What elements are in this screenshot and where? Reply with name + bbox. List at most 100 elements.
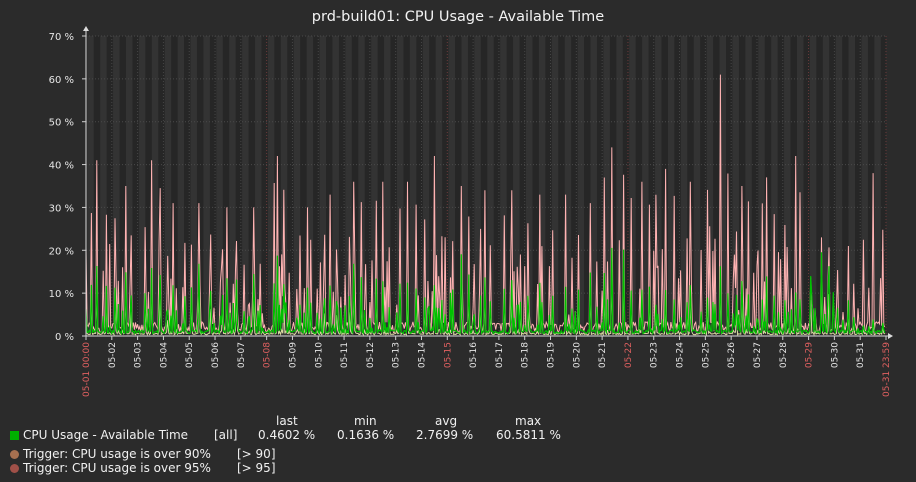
series-max-polyline bbox=[85, 74, 886, 335]
day-band bbox=[332, 36, 339, 336]
day-band bbox=[113, 36, 120, 336]
legend-item-avg: 2.7699 % bbox=[416, 428, 474, 442]
y-tick-label: 20 % bbox=[49, 246, 74, 257]
day-band bbox=[203, 36, 210, 336]
x-tick-label: 05-06 bbox=[211, 342, 221, 368]
day-band bbox=[267, 36, 275, 336]
day-band bbox=[616, 36, 623, 336]
day-band bbox=[564, 36, 572, 336]
day-band bbox=[409, 36, 417, 336]
day-band bbox=[874, 36, 881, 336]
trigger-threshold: [> 90] bbox=[237, 447, 276, 461]
legend-item-min: 0.1636 % bbox=[337, 428, 395, 442]
x-tick-label: 05-01 00:00 bbox=[82, 342, 92, 397]
legend-item-last: 0.4602 % bbox=[258, 428, 316, 442]
day-band bbox=[758, 36, 765, 336]
x-tick-label: 05-30 bbox=[830, 342, 840, 368]
legend-trigger-90: Trigger: CPU usage is over 90% [> 90] bbox=[10, 447, 610, 463]
legend-item-label: CPU Usage - Available Time bbox=[23, 428, 189, 442]
y-tick-label: 60 % bbox=[49, 75, 74, 86]
day-band bbox=[642, 36, 649, 336]
trigger-dot-icon bbox=[10, 450, 19, 459]
day-band bbox=[771, 36, 778, 336]
x-tick-label: 05-05 bbox=[185, 342, 195, 368]
legend-header-avg: avg bbox=[435, 414, 458, 428]
chart-title: prd-build01: CPU Usage - Available Time bbox=[311, 9, 605, 25]
x-tick-label: 05-17 bbox=[495, 342, 505, 368]
x-tick-label: 05-25 bbox=[701, 342, 711, 368]
trigger-label: Trigger: CPU usage is over 90% bbox=[23, 447, 211, 461]
x-tick-label: 05-20 bbox=[572, 342, 582, 368]
x-tick-label: 05-09 bbox=[288, 342, 298, 368]
day-band bbox=[500, 36, 507, 336]
legend-header-min: min bbox=[354, 414, 377, 428]
day-band bbox=[100, 36, 107, 336]
day-band bbox=[693, 36, 701, 336]
day-band bbox=[306, 36, 314, 336]
day-band bbox=[538, 36, 546, 336]
x-tick-label: 05-28 bbox=[779, 342, 789, 368]
day-band bbox=[577, 36, 585, 336]
day-band bbox=[861, 36, 868, 336]
x-tick-label: 05-03 bbox=[134, 342, 144, 368]
day-band bbox=[461, 36, 468, 336]
x-tick-label: 05-29 bbox=[805, 342, 815, 368]
day-band bbox=[784, 36, 791, 336]
x-tick-label: 05-08 bbox=[263, 342, 273, 368]
day-band bbox=[706, 36, 714, 336]
day-band bbox=[487, 36, 494, 336]
x-tick-label: 05-22 bbox=[624, 342, 634, 368]
day-band bbox=[474, 36, 481, 336]
legend-trigger-95: Trigger: CPU usage is over 95% [> 95] bbox=[10, 461, 610, 477]
day-band bbox=[190, 36, 197, 336]
day-band bbox=[293, 36, 301, 336]
day-band bbox=[551, 36, 559, 336]
x-tick-label: 05-14 bbox=[417, 342, 427, 368]
day-band bbox=[319, 36, 326, 336]
day-band bbox=[732, 36, 739, 336]
legend-item-function: [all] bbox=[214, 428, 238, 442]
x-tick-label: 05-13 bbox=[392, 342, 402, 368]
day-band bbox=[435, 36, 443, 336]
trigger-label: Trigger: CPU usage is over 95% bbox=[23, 461, 211, 475]
x-tick-label: 05-26 bbox=[727, 342, 737, 368]
y-axis-ticks: 0 % 10 % 20 % 30 % 40 % 50 % 60 % 70 % bbox=[49, 32, 86, 343]
x-tick-label: 05-16 bbox=[469, 342, 479, 368]
x-tick-label: 05-23 bbox=[650, 342, 660, 368]
day-band bbox=[667, 36, 675, 336]
day-band bbox=[280, 36, 288, 336]
trigger-dot-icon bbox=[10, 464, 19, 473]
y-tick-label: 50 % bbox=[49, 118, 74, 129]
day-band bbox=[242, 36, 249, 336]
y-tick-label: 10 % bbox=[49, 289, 74, 300]
legend-color-swatch bbox=[10, 431, 19, 440]
day-band bbox=[603, 36, 610, 336]
day-band bbox=[216, 36, 223, 336]
day-bands bbox=[86, 36, 886, 336]
day-band bbox=[345, 36, 352, 336]
day-band bbox=[164, 36, 172, 336]
y-tick-label: 30 % bbox=[49, 203, 74, 214]
x-tick-label: 05-12 bbox=[366, 342, 376, 368]
x-tick-label: 05-15 bbox=[443, 342, 453, 368]
day-band bbox=[126, 36, 133, 336]
trigger-threshold: [> 95] bbox=[237, 461, 276, 475]
legend-item-cpu: CPU Usage - Available Time [all] 0.4602 … bbox=[10, 428, 610, 444]
day-band bbox=[848, 36, 856, 336]
day-band bbox=[358, 36, 365, 336]
x-tick-label: 05-11 bbox=[340, 342, 350, 368]
series-avg-line bbox=[85, 247, 886, 336]
day-band bbox=[796, 36, 804, 336]
day-band bbox=[745, 36, 752, 336]
day-band bbox=[138, 36, 146, 336]
day-band bbox=[384, 36, 391, 336]
day-band bbox=[629, 36, 636, 336]
day-band bbox=[87, 36, 94, 336]
y-tick-label: 70 % bbox=[49, 32, 74, 43]
day-band bbox=[680, 36, 688, 336]
chart-svg: 0 % 10 % 20 % 30 % 40 % 50 % 60 % 70 % 05-01 00… bbox=[49, 26, 893, 397]
x-axis-ticks: 05-01 00:00 05-02 05-03 05-04 05-05 05-06 05-0… bbox=[82, 336, 892, 397]
day-band bbox=[371, 36, 378, 336]
x-axis-arrow-icon bbox=[888, 333, 893, 339]
day-band bbox=[396, 36, 404, 336]
